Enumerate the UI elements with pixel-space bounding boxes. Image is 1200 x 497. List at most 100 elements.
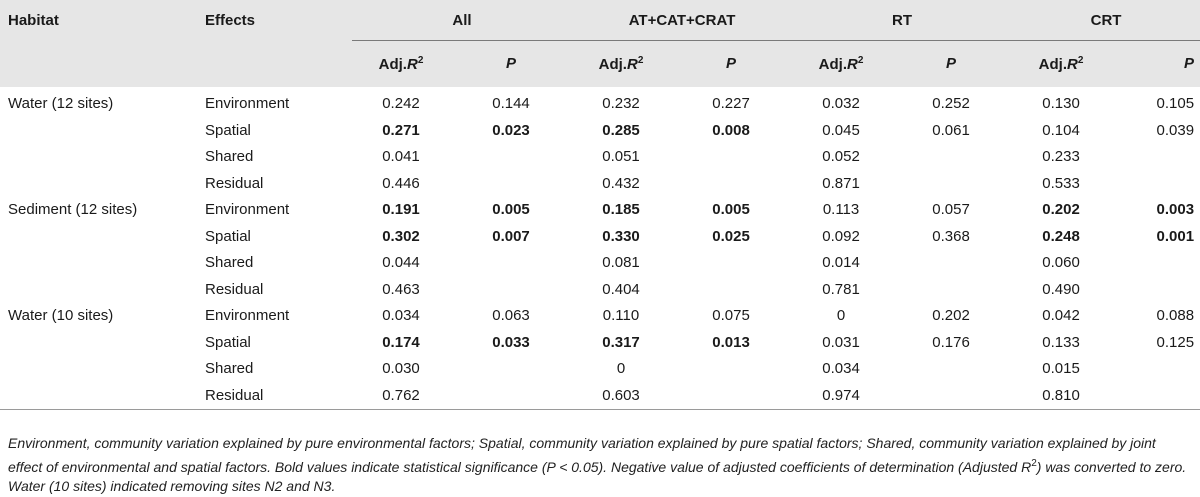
p-value (450, 170, 572, 197)
adj-r2-value: 0.233 (1042, 148, 1080, 166)
adj-r2-value: 0.762 (352, 382, 450, 410)
habitat-header: Habitat (0, 0, 205, 40)
adj-r2-value: 0.133 (1042, 333, 1080, 351)
p-value: 0.005 (492, 201, 530, 219)
table-row: Shared 0.041 0.051 0.052 0.233 (0, 144, 1200, 171)
p-value (890, 276, 1012, 303)
habitat-cell (0, 356, 205, 383)
habitat-cell (0, 170, 205, 197)
p-value: 0.088 (1156, 307, 1195, 325)
adj-r2-value: 0.045 (822, 121, 860, 139)
adj-r2-value: 0.330 (602, 227, 640, 245)
header-row-groups: Habitat Effects All AT+CAT+CRAT RT CRT (0, 0, 1200, 40)
p-value: 0.005 (712, 201, 750, 219)
table-footnote: Environment, community variation explain… (8, 434, 1193, 497)
p-value (1110, 170, 1200, 197)
p-value: 0.063 (492, 307, 530, 325)
adj-r2-value: 0.810 (1012, 382, 1111, 410)
p-value: 0.039 (1156, 121, 1195, 139)
p-value (450, 250, 572, 277)
p-variable: P (1184, 55, 1195, 72)
adj-r2-value: 0.081 (602, 254, 640, 272)
effect-cell: Residual (205, 280, 264, 298)
p-value: 0.227 (712, 95, 750, 113)
p-value (450, 382, 573, 410)
table-row: Sediment (12 sites) Environment 0.191 0.005… (0, 197, 1200, 224)
adj-r2-value: 0.110 (602, 307, 640, 325)
p-value: 0.025 (712, 227, 750, 245)
habitat-cell (0, 329, 205, 356)
adj-superscript: 2 (1077, 54, 1084, 66)
p-value (890, 144, 1012, 171)
p-value (670, 356, 792, 383)
adj-r2-value: 0.432 (602, 174, 640, 192)
p-value-header: P (450, 39, 573, 87)
table-row: Water (12 sites) Environment 0.242 0.144 0.2… (0, 87, 1200, 118)
adj-prefix: Adj. (598, 55, 627, 73)
habitat-cell: Water (10 sites) (8, 307, 114, 325)
adj-r2-value: 0.185 (602, 201, 640, 219)
habitat-cell (0, 223, 205, 250)
p-variable: P (506, 55, 517, 72)
p-value: 0.176 (932, 333, 970, 351)
effect-cell: Spatial (205, 227, 251, 245)
adj-r2-value: 0.032 (822, 95, 860, 113)
effect-cell: Residual (205, 382, 352, 410)
r-variable: R (406, 55, 418, 73)
effects-header: Effects (205, 0, 352, 40)
table-row: Residual 0.762 0.603 0.974 0.810 (0, 382, 1200, 410)
adj-r2-value: 0.113 (822, 201, 860, 219)
adj-r2-header: Adj.R2 (792, 39, 891, 87)
adj-r2-value: 0.533 (1042, 174, 1080, 192)
table-body: Water (12 sites) Environment 0.242 0.144 0.2… (0, 87, 1200, 410)
p-value-header: P (1110, 39, 1200, 87)
header-blank (0, 40, 205, 87)
adj-prefix: Adj. (818, 55, 847, 73)
footnote-superscript: 2 (1031, 457, 1037, 469)
adj-r2-value: 0.015 (1042, 360, 1080, 378)
header-blank (205, 40, 352, 87)
adj-prefix: Adj. (378, 55, 407, 73)
adj-r2-value: 0.781 (822, 280, 860, 298)
effect-cell: Shared (205, 254, 254, 272)
p-value: 0.144 (492, 95, 530, 113)
habitat-cell: Sediment (12 sites) (8, 201, 138, 219)
adj-r2-value: 0.044 (382, 254, 420, 272)
p-value: 0.023 (492, 121, 530, 139)
habitat-cell (0, 117, 205, 144)
results-table: Habitat Effects All AT+CAT+CRAT RT CRT A… (0, 0, 1200, 410)
effect-cell: Residual (205, 174, 264, 192)
p-value (890, 356, 1012, 383)
adj-r2-value: 0.285 (602, 121, 640, 139)
adj-r2-value: 0.232 (602, 95, 640, 113)
adj-r2-value: 0.302 (382, 227, 420, 245)
p-value (1110, 382, 1200, 410)
effect-cell: Spatial (205, 121, 251, 139)
p-value (890, 170, 1012, 197)
p-value: 0.008 (712, 121, 750, 139)
table-row: Water (10 sites) Environment 0.034 0.063 0.1… (0, 303, 1200, 330)
adj-r2-value: 0.104 (1042, 121, 1080, 139)
habitat-cell: Water (12 sites) (8, 95, 114, 113)
habitat-cell (0, 276, 205, 303)
effect-cell: Shared (205, 360, 254, 378)
adj-r2-value: 0.404 (602, 280, 640, 298)
adj-r2-value: 0.052 (822, 148, 860, 166)
p-value: 0.013 (712, 333, 750, 351)
p-value: 0.252 (932, 95, 970, 113)
habitat-cell (0, 144, 205, 171)
adj-r2-header: Adj.R2 (572, 39, 671, 87)
p-value (670, 276, 792, 303)
p-value (670, 144, 792, 171)
table-row: Spatial 0.302 0.007 0.330 0.025 0.092 0.368 0.2… (0, 223, 1200, 250)
adj-r2-value: 0.191 (382, 201, 420, 219)
p-value: 0.368 (932, 227, 970, 245)
group-header-crt: CRT (1012, 0, 1200, 40)
p-value (890, 250, 1012, 277)
p-value: 0.105 (1156, 95, 1195, 113)
footnote-text-1: Environment, community variation explain… (8, 435, 1156, 475)
table-row: Residual 0.463 0.404 0.781 0.490 (0, 276, 1200, 303)
p-value (670, 170, 792, 197)
footnote-text-2: ) was converted to zero. Water (10 sites… (8, 458, 1187, 495)
adj-superscript: 2 (637, 54, 644, 66)
